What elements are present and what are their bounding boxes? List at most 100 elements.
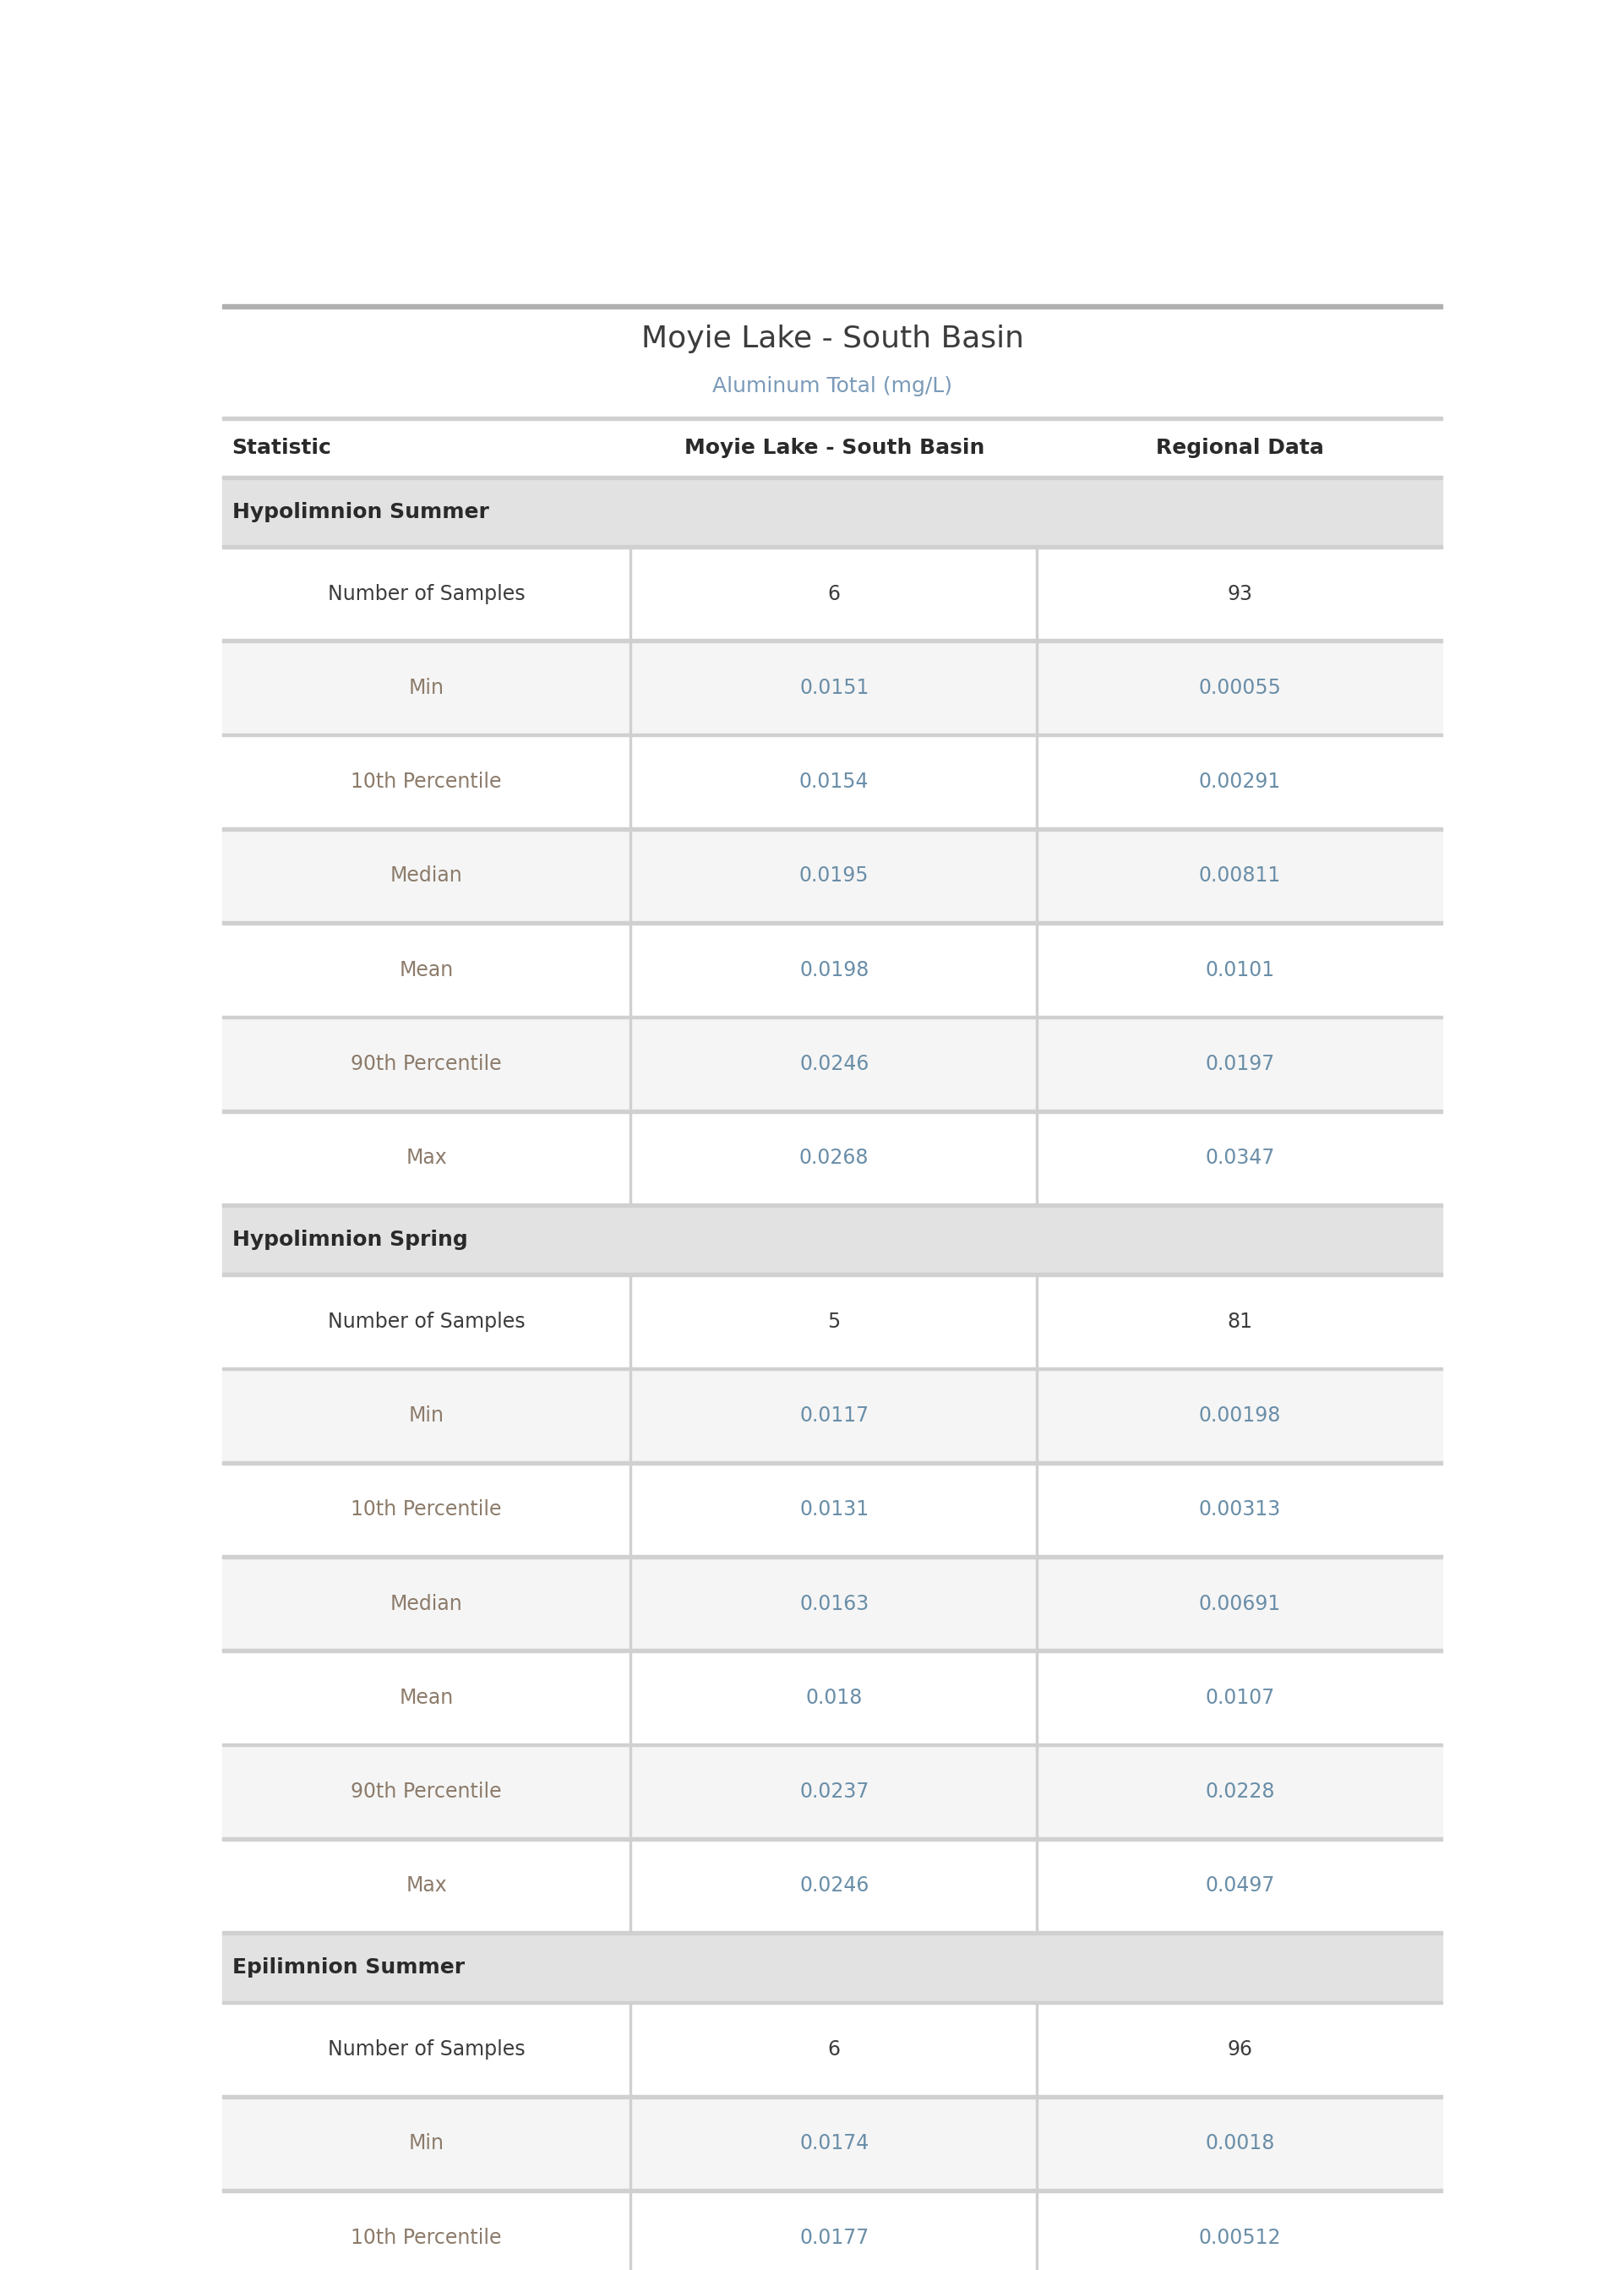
Text: Hypolimnion Spring: Hypolimnion Spring [232, 1230, 468, 1251]
Bar [222, 549, 1442, 640]
Text: 0.0497: 0.0497 [1205, 1875, 1275, 1895]
Text: 0.00313: 0.00313 [1199, 1500, 1281, 1521]
Text: 0.0151: 0.0151 [799, 679, 869, 697]
Text: 5: 5 [828, 1312, 841, 1332]
Bar [222, 733, 1442, 735]
Bar [222, 479, 1442, 545]
Text: 0.00291: 0.00291 [1199, 772, 1281, 792]
Bar [222, 1932, 1442, 1934]
Bar [222, 924, 1442, 1015]
Bar [222, 309, 1442, 418]
Bar [222, 420, 1442, 477]
Text: 0.0107: 0.0107 [1205, 1687, 1275, 1707]
Text: 6: 6 [828, 583, 841, 604]
Bar [222, 1836, 1442, 1841]
Bar [222, 1464, 1442, 1555]
Text: 0.0195: 0.0195 [799, 865, 869, 885]
Bar [222, 1273, 1442, 1276]
Text: Statistic: Statistic [232, 438, 331, 459]
Text: 0.0198: 0.0198 [799, 960, 869, 981]
Bar [222, 826, 1442, 831]
Text: 0.018: 0.018 [806, 1687, 862, 1707]
Text: Number of Samples: Number of Samples [328, 583, 525, 604]
Text: Mean: Mean [400, 1687, 453, 1707]
Bar [222, 477, 1442, 479]
Bar [222, 1276, 1442, 1367]
Bar [222, 2095, 1442, 2097]
Bar [222, 1203, 1442, 1208]
Text: Min: Min [409, 2134, 443, 2154]
Bar [222, 1653, 1442, 1743]
Bar [222, 545, 1442, 549]
Text: 0.0347: 0.0347 [1205, 1149, 1275, 1169]
Text: 96: 96 [1228, 2038, 1252, 2059]
Text: 0.0177: 0.0177 [799, 2227, 869, 2247]
Text: 0.0197: 0.0197 [1205, 1053, 1275, 1074]
Text: 0.0131: 0.0131 [799, 1500, 869, 1521]
Bar [222, 1110, 1442, 1112]
Bar [222, 418, 1442, 420]
Text: Min: Min [409, 679, 443, 697]
Text: Hypolimnion Summer: Hypolimnion Summer [232, 502, 489, 522]
Text: 0.0117: 0.0117 [799, 1405, 869, 1426]
Bar [222, 831, 1442, 922]
Text: 0.00811: 0.00811 [1199, 865, 1281, 885]
Text: 90th Percentile: 90th Percentile [351, 1053, 502, 1074]
Bar [222, 1208, 1442, 1273]
Text: 10th Percentile: 10th Percentile [351, 772, 502, 792]
Bar [222, 640, 1442, 642]
Text: 81: 81 [1228, 1312, 1252, 1332]
Text: 0.0163: 0.0163 [799, 1594, 869, 1614]
Text: 0.0154: 0.0154 [799, 772, 869, 792]
Text: Max: Max [406, 1149, 447, 1169]
Bar [222, 1746, 1442, 1836]
Bar [222, 2000, 1442, 2004]
Text: 0.00198: 0.00198 [1199, 1405, 1281, 1426]
Text: Median: Median [390, 865, 463, 885]
Text: 0.0268: 0.0268 [799, 1149, 869, 1169]
Text: Number of Samples: Number of Samples [328, 1312, 525, 1332]
Text: Moyie Lake - South Basin: Moyie Lake - South Basin [684, 438, 984, 459]
Bar [222, 2193, 1442, 2270]
Bar [222, 1112, 1442, 1203]
Bar [222, 1841, 1442, 1932]
Bar [222, 1650, 1442, 1653]
Text: 0.00691: 0.00691 [1199, 1594, 1281, 1614]
Bar [222, 1557, 1442, 1650]
Bar [222, 642, 1442, 733]
Bar [222, 922, 1442, 924]
Text: Number of Samples: Number of Samples [328, 2038, 525, 2059]
Bar [222, 304, 1442, 309]
Text: 90th Percentile: 90th Percentile [351, 1782, 502, 1802]
Text: Regional Data: Regional Data [1156, 438, 1324, 459]
Text: Min: Min [409, 1405, 443, 1426]
Text: 0.0237: 0.0237 [799, 1782, 869, 1802]
Bar [222, 2188, 1442, 2193]
Bar [222, 1367, 1442, 1371]
Text: 0.0228: 0.0228 [1205, 1782, 1275, 1802]
Text: 10th Percentile: 10th Percentile [351, 1500, 502, 1521]
Bar [222, 1555, 1442, 1557]
Bar [222, 1743, 1442, 1746]
Bar [222, 1371, 1442, 1462]
Bar [222, 1462, 1442, 1464]
Bar [222, 1019, 1442, 1110]
Text: 10th Percentile: 10th Percentile [351, 2227, 502, 2247]
Text: Max: Max [406, 1875, 447, 1895]
Bar [222, 1015, 1442, 1019]
Text: Mean: Mean [400, 960, 453, 981]
Bar [222, 1934, 1442, 2000]
Text: 0.0018: 0.0018 [1205, 2134, 1275, 2154]
Text: 0.0246: 0.0246 [799, 1053, 869, 1074]
Text: Epilimnion Summer: Epilimnion Summer [232, 1957, 464, 1977]
Bar [222, 735, 1442, 826]
Text: 93: 93 [1228, 583, 1252, 604]
Text: 0.00512: 0.00512 [1199, 2227, 1281, 2247]
Text: Moyie Lake - South Basin: Moyie Lake - South Basin [641, 325, 1023, 352]
Text: 0.0101: 0.0101 [1205, 960, 1275, 981]
Text: 0.0174: 0.0174 [799, 2134, 869, 2154]
Text: 0.00055: 0.00055 [1199, 679, 1281, 697]
Text: Median: Median [390, 1594, 463, 1614]
Text: 0.0246: 0.0246 [799, 1875, 869, 1895]
Text: Aluminum Total (mg/L): Aluminum Total (mg/L) [713, 377, 952, 397]
